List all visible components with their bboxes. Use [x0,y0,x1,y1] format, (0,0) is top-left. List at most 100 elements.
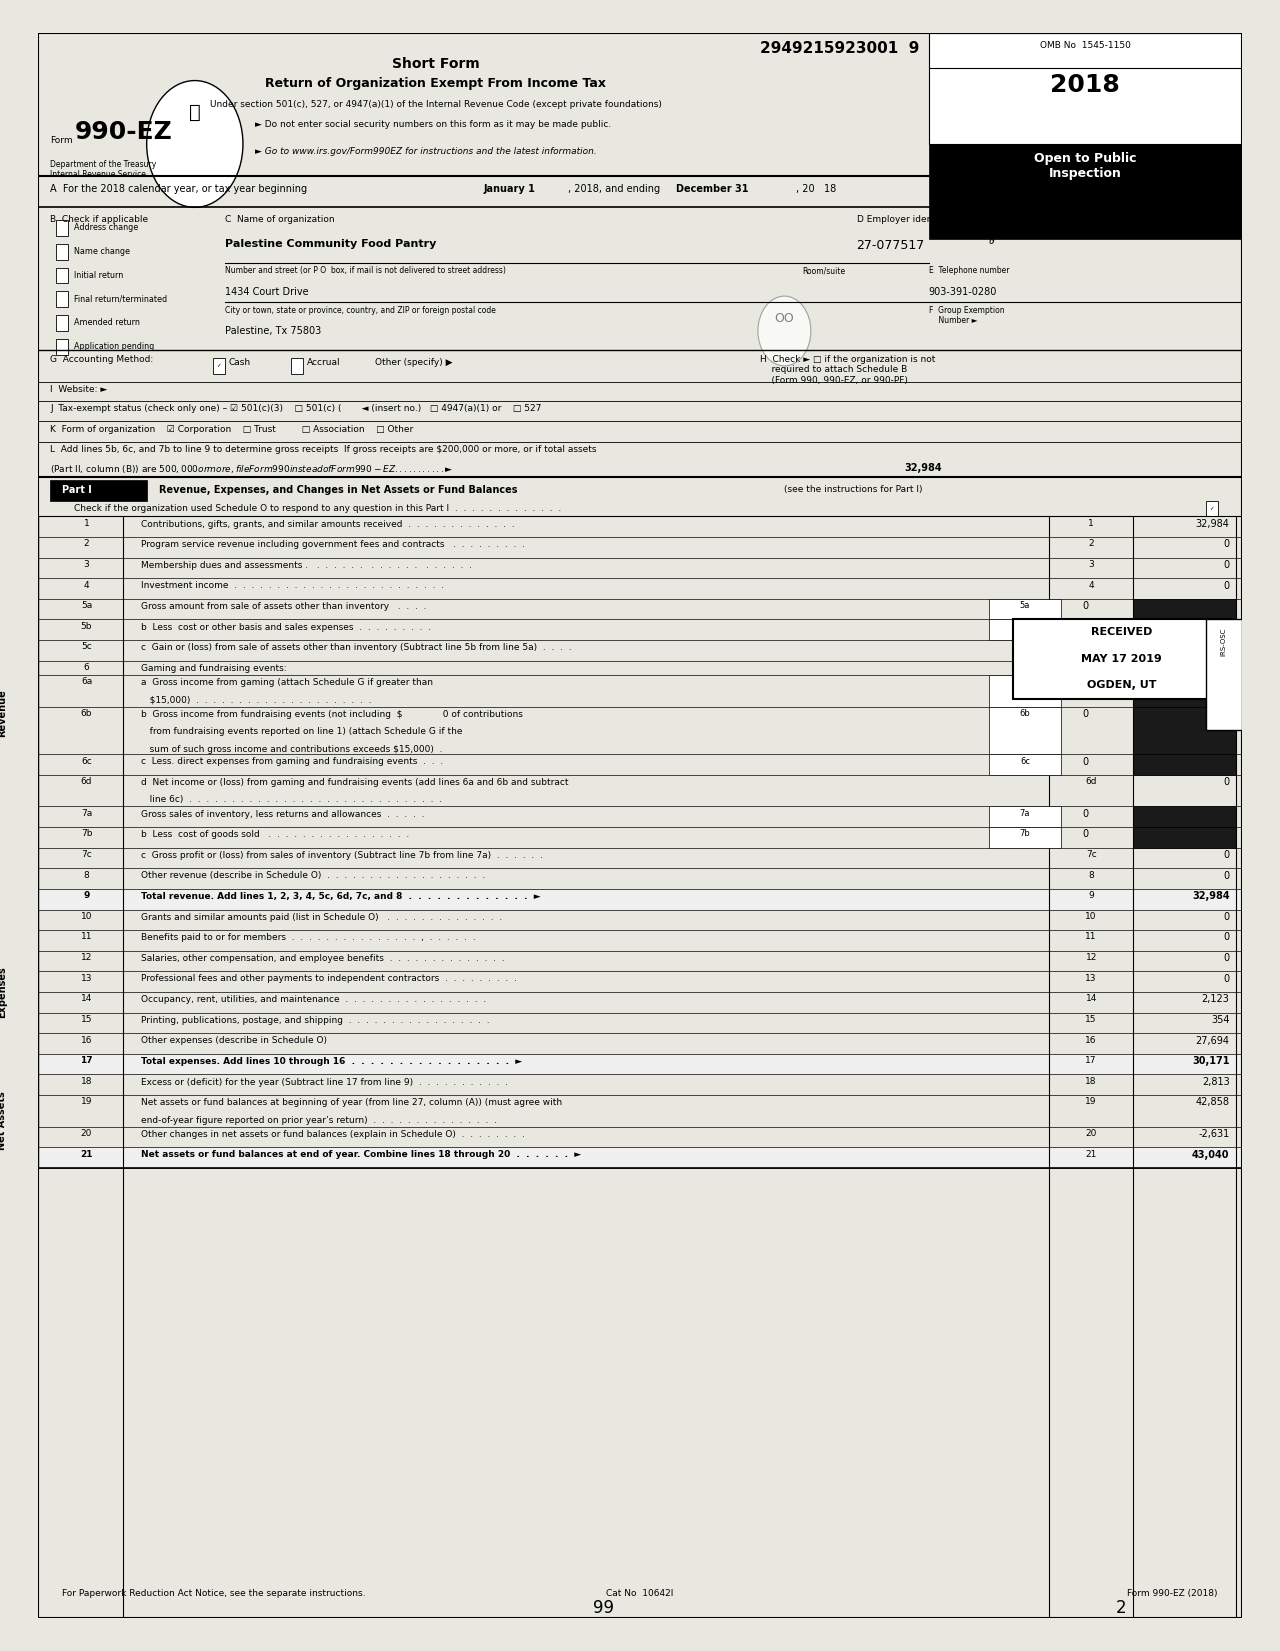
Text: 12: 12 [1085,953,1097,963]
Text: Total expenses. Add lines 10 through 16  .  .  .  .  .  .  .  .  .  .  .  .  .  : Total expenses. Add lines 10 through 16 … [141,1057,522,1067]
Text: 5c: 5c [1085,642,1097,652]
Text: 15: 15 [1085,1015,1097,1024]
Bar [1133,806,1235,827]
Text: ∂: ∂ [989,236,995,246]
Bar [38,1147,1242,1167]
Text: 0: 0 [1082,622,1088,632]
Text: 2949215923001  9: 2949215923001 9 [760,41,920,56]
Text: 0: 0 [1224,850,1230,860]
Text: Other expenses (describe in Schedule O): Other expenses (describe in Schedule O) [141,1037,326,1045]
Text: Name change: Name change [74,248,131,256]
Text: 18: 18 [1085,1076,1097,1086]
Text: ► Go to www.irs.gov/Form990EZ for instructions and the latest information.: ► Go to www.irs.gov/Form990EZ for instru… [255,147,596,157]
Text: 17: 17 [1085,1057,1097,1065]
Text: 0: 0 [1224,778,1230,788]
Text: 4: 4 [1088,581,1094,589]
Text: 19: 19 [1085,1098,1097,1106]
Text: 19: 19 [81,1098,92,1106]
Text: , 20   18: , 20 18 [796,183,837,193]
Text: Membership dues and assessments .   .  .  .  .  .  .   .  .  .  .  .  .   .  .  : Membership dues and assessments . . . . … [141,561,471,570]
Bar [989,827,1061,847]
Bar [38,888,1242,910]
Text: 5a: 5a [81,601,92,611]
Text: 0: 0 [1082,708,1088,718]
Text: c  Less. direct expenses from gaming and fundraising events  .  .  .: c Less. direct expenses from gaming and … [141,758,443,766]
Text: 2: 2 [1116,1598,1126,1616]
Text: 20: 20 [81,1129,92,1138]
Text: J  Tax-exempt status (check only one) – ☑ 501(c)(3)    □ 501(c) (       ◄ (inser: J Tax-exempt status (check only one) – ☑… [50,404,541,413]
Text: Program service revenue including government fees and contracts   .  .  .  .  . : Program service revenue including govern… [141,540,525,550]
Bar [989,806,1061,827]
Bar [56,291,68,307]
Text: 🦅: 🦅 [189,102,201,122]
Text: Address change: Address change [74,223,138,233]
Text: 7b: 7b [1020,829,1030,839]
Text: (see the instructions for Part I): (see the instructions for Part I) [785,485,923,494]
Text: K  Form of organization    ☑ Corporation    □ Trust         □ Association    □ O: K Form of organization ☑ Corporation □ T… [50,424,413,434]
Text: F  Group Exemption
    Number ►: F Group Exemption Number ► [929,305,1005,325]
Text: sum of such gross income and contributions exceeds $15,000)  .: sum of such gross income and contributio… [141,745,442,753]
Text: 0: 0 [1224,540,1230,550]
Text: 15: 15 [81,1015,92,1024]
Text: Professional fees and other payments to independent contractors  .  .  .  .  .  : Professional fees and other payments to … [141,974,517,984]
Text: 7a: 7a [81,809,92,817]
Text: Final return/terminated: Final return/terminated [74,294,168,304]
Bar [989,619,1061,641]
Bar [1133,675,1235,707]
Text: 8: 8 [1088,870,1094,880]
Text: B  Check if applicable: B Check if applicable [50,215,148,225]
Text: Gross amount from sale of assets other than inventory   .  .  .  .: Gross amount from sale of assets other t… [141,603,426,611]
Text: 2,123: 2,123 [1202,994,1230,1004]
Text: 6a: 6a [1020,677,1030,687]
Text: 17: 17 [81,1057,93,1065]
Text: 0: 0 [1224,953,1230,963]
Text: Form 990-EZ (2018): Form 990-EZ (2018) [1126,1590,1217,1598]
Bar [929,144,1242,239]
Text: 5b: 5b [1020,622,1030,631]
Bar [989,755,1061,774]
Text: Short Form: Short Form [392,56,479,71]
Text: 0: 0 [1224,870,1230,880]
Text: 2: 2 [1088,540,1094,548]
Text: 0: 0 [1082,829,1088,839]
Text: 5b: 5b [81,622,92,631]
Text: 10: 10 [81,911,92,921]
Text: (Part II, column (B)) are $500,000 or more, file Form 990 instead of Form 990-EZ: (Part II, column (B)) are $500,000 or mo… [50,462,454,474]
Circle shape [758,296,810,367]
Text: December 31: December 31 [676,183,749,193]
Text: b  Less  cost or other basis and sales expenses  .  .  .  .  .  .  .  .  .: b Less cost or other basis and sales exp… [141,622,431,632]
Text: ► Do not enter social security numbers on this form as it may be made public.: ► Do not enter social security numbers o… [255,121,612,129]
Text: 4: 4 [83,581,90,589]
Text: Application pending: Application pending [74,342,155,352]
Bar [1012,619,1230,698]
Text: Accrual: Accrual [307,358,340,367]
Text: City or town, state or province, country, and ZIP or foreign postal code: City or town, state or province, country… [225,305,495,315]
Bar [1133,827,1235,847]
Text: 13: 13 [1085,974,1097,982]
Text: 27,694: 27,694 [1196,1035,1230,1045]
Text: 30,171: 30,171 [1192,1057,1230,1067]
Text: 1: 1 [83,518,90,528]
Text: ✓: ✓ [1210,505,1213,512]
Text: 9: 9 [83,892,90,900]
Text: 7c: 7c [1085,850,1097,859]
Text: 5c: 5c [81,642,92,652]
Text: 6a: 6a [81,677,92,687]
Text: 11: 11 [81,933,92,941]
Text: Room/suite: Room/suite [803,266,846,276]
Text: 16: 16 [1085,1035,1097,1045]
Text: Gaming and fundraising events:: Gaming and fundraising events: [141,664,287,674]
Text: Revenue: Revenue [0,688,8,736]
Text: Form: Form [50,135,73,145]
Text: 0: 0 [1082,756,1088,766]
Text: L  Add lines 5b, 6c, and 7b to line 9 to determine gross receipts  If gross rece: L Add lines 5b, 6c, and 7b to line 9 to … [50,446,596,454]
Text: 21: 21 [1085,1149,1097,1159]
Text: 0: 0 [1224,933,1230,943]
Text: Other revenue (describe in Schedule O)  .  .  .  .  .  .  .  .  .  .  .  .  .  .: Other revenue (describe in Schedule O) .… [141,872,485,880]
Text: 13: 13 [81,974,92,982]
Bar [929,33,1242,144]
Text: H  Check ► □ if the organization is not
    required to attach Schedule B
    (F: H Check ► □ if the organization is not r… [760,355,936,385]
Text: 0: 0 [1224,642,1230,652]
Text: Amended return: Amended return [74,319,141,327]
Text: b  Less  cost of goods sold   .  .  .  .  .  .  .  .  .  .  .  .  .  .  .  .  .: b Less cost of goods sold . . . . . . . … [141,830,408,839]
